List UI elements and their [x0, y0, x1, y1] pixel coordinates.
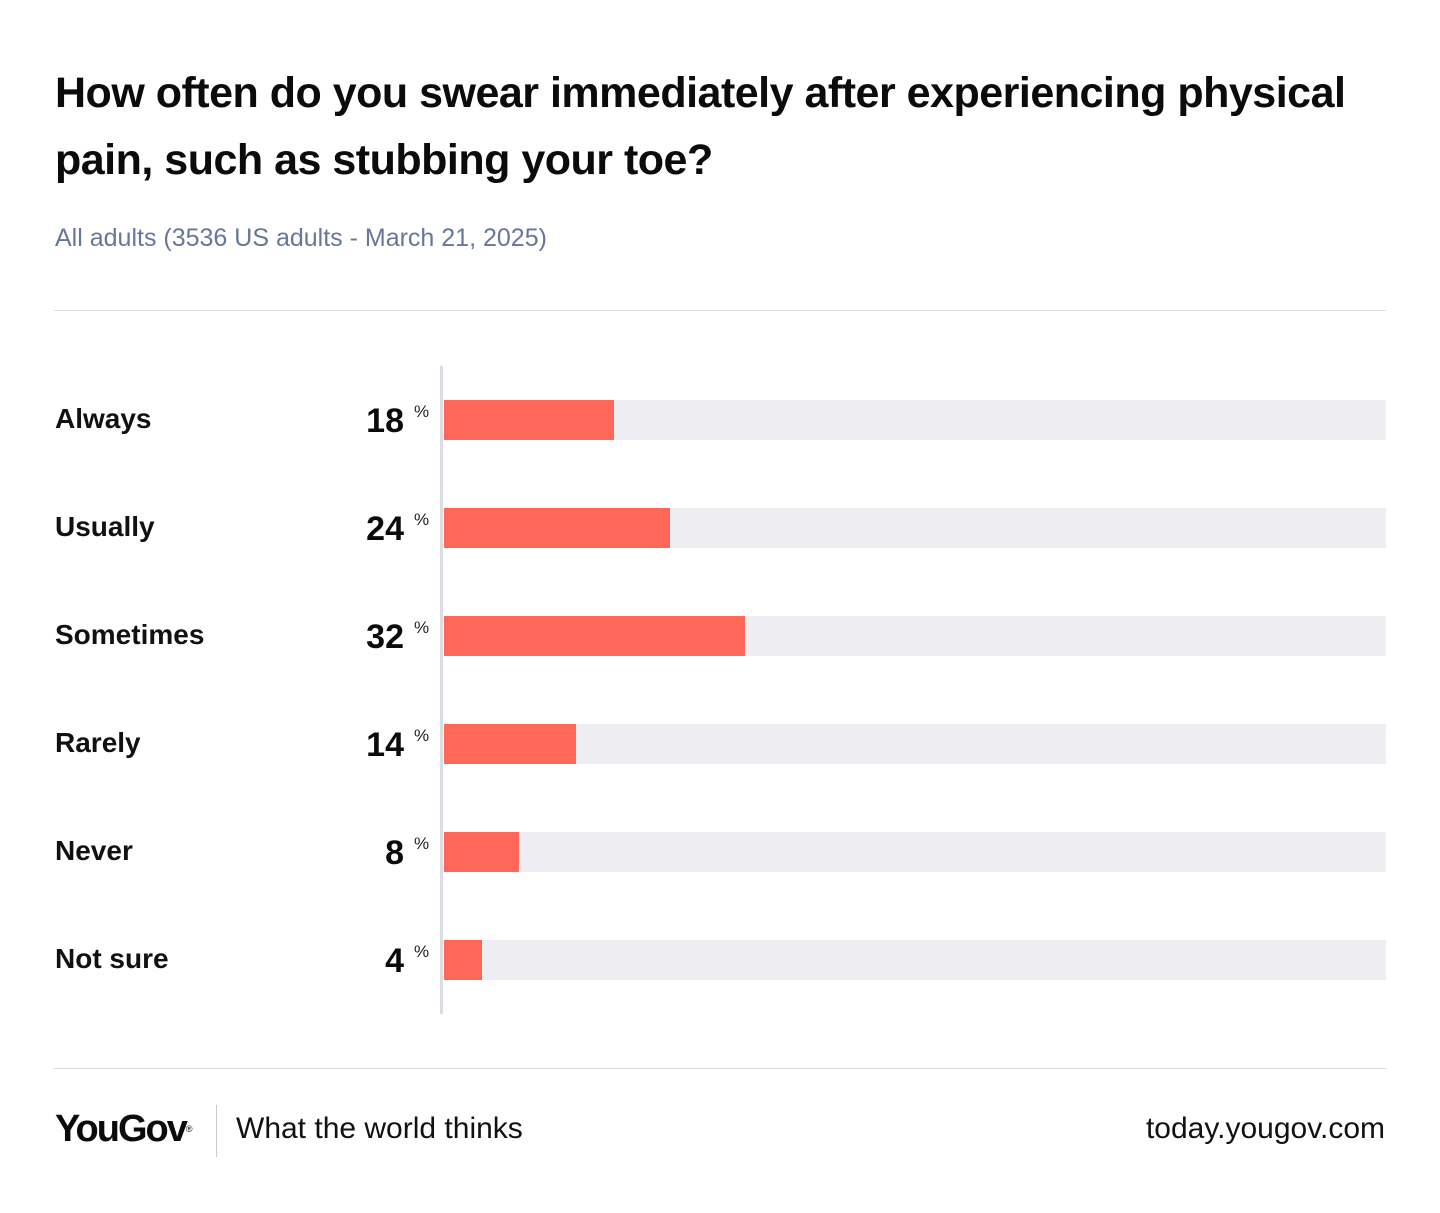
- bar-always: [444, 400, 614, 440]
- bar-track-sometimes: [444, 616, 1386, 656]
- category-label-rarely: Rarely: [55, 727, 141, 758]
- bar-not-sure: [444, 940, 482, 980]
- percent-sign: %: [414, 726, 430, 745]
- percent-sign: %: [414, 402, 430, 421]
- bar-never: [444, 832, 520, 872]
- percent-sign: %: [414, 618, 430, 637]
- value-label-not-sure: 4: [385, 942, 404, 980]
- footer-tagline: What the world thinks: [236, 1112, 523, 1145]
- chart-axis-line: [440, 366, 443, 1014]
- percent-sign: %: [414, 510, 430, 529]
- registered-mark: ®: [185, 1124, 193, 1134]
- category-label-sometimes: Sometimes: [55, 619, 205, 650]
- yougov-logo: YouGov®: [55, 1106, 193, 1152]
- bar-track-never: [444, 832, 1386, 872]
- value-label-usually: 24: [366, 510, 404, 548]
- value-label-rarely: 14: [366, 726, 404, 764]
- bar-track-rarely: [444, 724, 1386, 764]
- footer-url: today.yougov.com: [1145, 1112, 1385, 1145]
- chart-title: How often do you swear immediately after…: [55, 69, 1346, 184]
- bar-rarely: [444, 724, 576, 764]
- category-label-never: Never: [55, 835, 133, 866]
- value-label-sometimes: 32: [366, 618, 404, 656]
- chart-subtitle: All adults (3536 US adults - March 21, 2…: [55, 224, 547, 252]
- category-label-always: Always: [55, 403, 152, 434]
- logo-text: YouGov: [55, 1108, 188, 1150]
- category-label-not-sure: Not sure: [55, 943, 169, 974]
- percent-sign: %: [414, 942, 430, 961]
- value-label-never: 8: [385, 834, 404, 872]
- value-label-always: 18: [366, 402, 404, 440]
- footer-divider: [216, 1105, 217, 1157]
- bar-sometimes: [444, 616, 746, 656]
- percent-sign: %: [414, 834, 430, 853]
- top-divider: [54, 310, 1386, 311]
- bar-track-always: [444, 400, 1386, 440]
- bottom-divider: [54, 1068, 1386, 1069]
- category-label-usually: Usually: [55, 511, 155, 542]
- bar-usually: [444, 508, 671, 548]
- bar-track-usually: [444, 508, 1386, 548]
- bar-track-not-sure: [444, 940, 1386, 980]
